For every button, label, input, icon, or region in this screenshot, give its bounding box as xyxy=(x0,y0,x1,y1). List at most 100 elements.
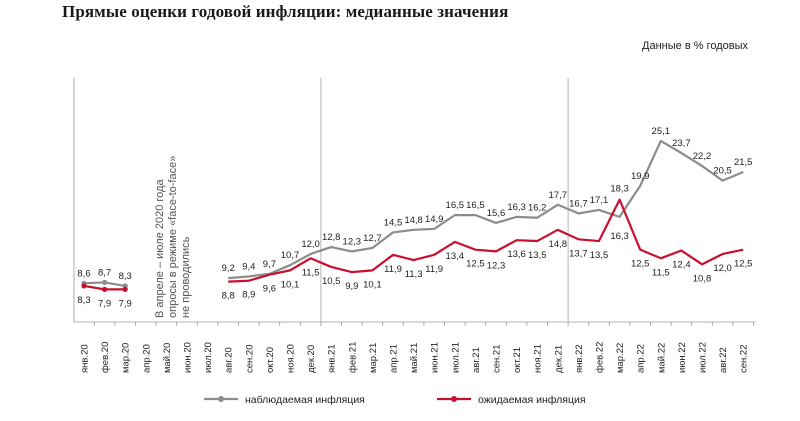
observed-data-label: 8,3 xyxy=(119,271,132,282)
observed-data-label: 9,7 xyxy=(263,259,276,270)
x-tick-label: июн.20 xyxy=(183,342,194,373)
x-tick-label: мар.22 xyxy=(615,343,626,373)
expected-data-label: 8,9 xyxy=(242,290,255,301)
x-tick-label: ноя.20 xyxy=(286,344,297,373)
x-tick-label: окт.21 xyxy=(512,347,523,373)
expected-data-label: 10,1 xyxy=(281,279,300,290)
expected-data-label: 11,3 xyxy=(405,269,423,280)
observed-data-label: 8,7 xyxy=(98,267,111,278)
expected-data-label: 13,5 xyxy=(528,250,547,261)
observed-data-label: 19,9 xyxy=(631,171,650,182)
observed-data-label: 10,7 xyxy=(281,250,300,261)
observed-data-label: 9,2 xyxy=(222,263,235,274)
expected-data-label: 7,9 xyxy=(98,298,111,309)
expected-data-label: 8,8 xyxy=(222,291,235,302)
observed-point xyxy=(102,279,108,286)
x-tick-label: сен.20 xyxy=(244,345,255,374)
expected-data-label: 12,5 xyxy=(466,259,485,270)
x-tick-label: сен.21 xyxy=(492,345,503,374)
observed-data-label: 16,5 xyxy=(446,200,465,211)
observed-data-label: 21,5 xyxy=(734,157,753,168)
expected-data-label: 12,0 xyxy=(713,263,732,274)
expected-data-label: 9,9 xyxy=(345,281,358,292)
expected-data-label: 7,9 xyxy=(119,298,132,309)
expected-data-label: 10,8 xyxy=(693,273,712,284)
x-tick-label: дек.21 xyxy=(553,345,564,373)
gap-annotation-line: не проводились xyxy=(180,236,192,318)
observed-data-label: 16,3 xyxy=(610,231,629,242)
expected-data-label: 13,5 xyxy=(590,250,609,261)
observed-data-label: 8,6 xyxy=(77,268,90,279)
expected-data-label: 13,4 xyxy=(446,251,465,262)
x-tick-label: фев.21 xyxy=(347,342,358,373)
x-tick-label: окт.20 xyxy=(265,347,276,373)
expected-data-label: 11,5 xyxy=(302,267,320,278)
observed-data-label: 16,5 xyxy=(466,200,485,211)
x-tick-label: авг.22 xyxy=(718,347,729,373)
expected-data-label: 10,5 xyxy=(322,276,341,287)
x-tick-label: мар.21 xyxy=(368,343,379,373)
observed-data-label: 16,3 xyxy=(507,202,526,213)
observed-data-label: 20,5 xyxy=(713,166,732,177)
observed-line xyxy=(228,139,744,280)
x-tick-label: июл.21 xyxy=(450,342,461,373)
x-tick-label: авг.21 xyxy=(471,347,482,373)
observed-data-label: 23,7 xyxy=(672,138,691,149)
x-tick-label: янв.21 xyxy=(327,344,338,373)
observed-data-label: 16,7 xyxy=(569,198,588,209)
x-tick-label: май.22 xyxy=(656,343,667,373)
chart-title: Прямые оценки годовой инфляции: медианны… xyxy=(62,2,509,21)
expected-data-label: 9,6 xyxy=(263,284,276,295)
expected-data-label: 13,7 xyxy=(569,248,588,259)
expected-data-label: 14,8 xyxy=(549,239,568,250)
expected-data-label: 11,5 xyxy=(652,267,670,278)
x-tick-label: фев.22 xyxy=(595,342,606,373)
observed-data-label: 12,8 xyxy=(322,232,341,243)
x-tick-label: июн.22 xyxy=(677,342,688,373)
observed-data-label: 12,3 xyxy=(343,236,362,247)
expected-data-label: 12,5 xyxy=(631,259,650,270)
units-note: Данные в % годовых xyxy=(642,40,748,52)
expected-data-label: 12,3 xyxy=(487,260,506,271)
expected-data-label: 10,1 xyxy=(363,279,382,290)
expected-data-label: 12,5 xyxy=(734,259,753,270)
observed-data-label: 9,4 xyxy=(242,261,255,272)
gap-annotation-line: опросы в режиме «face-to-face» xyxy=(167,156,179,318)
expected-point xyxy=(102,286,108,292)
expected-data-label: 11,9 xyxy=(425,264,443,275)
observed-data-label: 12,0 xyxy=(301,239,320,250)
x-tick-label: сен.22 xyxy=(739,345,750,374)
legend-expected-marker xyxy=(451,396,457,402)
expected-point xyxy=(122,286,128,292)
observed-data-label: 16,2 xyxy=(528,203,547,214)
expected-data-label: 18,3 xyxy=(610,184,629,195)
legend-observed-marker xyxy=(218,396,224,402)
x-tick-label: июн.21 xyxy=(430,342,441,373)
x-tick-label: апр.22 xyxy=(636,344,647,373)
x-tick-label: дек.20 xyxy=(306,345,317,373)
gap-annotation-line: В апреле – июле 2020 года xyxy=(154,179,166,318)
observed-data-label: 25,1 xyxy=(652,126,671,137)
observed-data-label: 12,7 xyxy=(363,233,382,244)
expected-data-label: 11,9 xyxy=(384,264,402,275)
x-tick-label: июл.22 xyxy=(698,342,709,373)
observed-data-label: 15,6 xyxy=(487,208,506,219)
expected-data-label: 12,4 xyxy=(672,260,691,271)
x-tick-label: мар.20 xyxy=(121,343,132,373)
x-tick-label: ноя.21 xyxy=(533,344,544,373)
expected-point xyxy=(81,283,87,289)
observed-data-label: 17,1 xyxy=(590,195,609,206)
expected-data-label: 13,6 xyxy=(507,249,526,260)
legend-observed-label: наблюдаемая инфляция xyxy=(245,394,365,406)
x-tick-label: май.21 xyxy=(409,343,420,373)
observed-data-label: 14,5 xyxy=(384,217,403,228)
x-tick-label: апр.21 xyxy=(389,344,400,373)
x-tick-label: янв.22 xyxy=(574,344,585,373)
observed-data-label: 14,9 xyxy=(425,214,444,225)
expected-data-label: 8,3 xyxy=(77,295,90,306)
expected-line xyxy=(228,198,744,283)
legend-expected-label: ожидаемая инфляция xyxy=(478,394,586,406)
x-tick-label: янв.20 xyxy=(80,344,91,373)
x-tick-label: май.20 xyxy=(162,343,173,373)
